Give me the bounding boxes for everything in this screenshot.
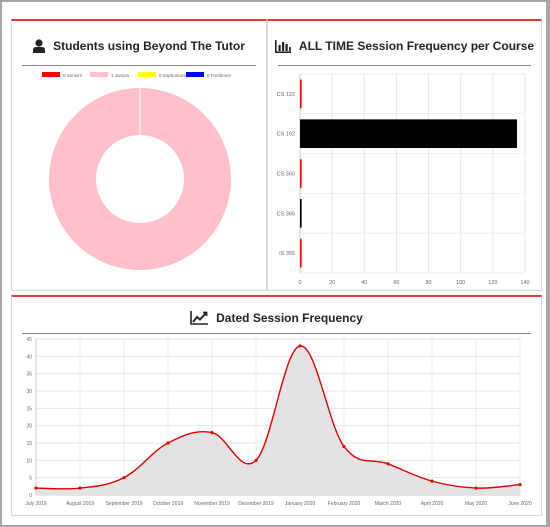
dated-panel-divider bbox=[22, 333, 531, 334]
x-tick-label: July 2019 bbox=[25, 501, 47, 507]
x-tick-label: April 2020 bbox=[421, 501, 444, 507]
dated-area-chart: 0 5 10 15 20 25 30 35 40 45 July 2019 August 2019 Se… bbox=[25, 337, 532, 507]
data-point bbox=[298, 344, 302, 348]
y-tick-label: 10 bbox=[26, 458, 32, 464]
courses-panel-title: ALL TIME Session Frequency per Course bbox=[298, 39, 535, 53]
y-tick-label: CS 122 bbox=[277, 92, 295, 98]
area-fill bbox=[36, 345, 520, 495]
x-tick-label: September 2019 bbox=[106, 501, 143, 507]
legend-swatch bbox=[138, 72, 156, 77]
data-point bbox=[210, 431, 214, 435]
legend-swatch bbox=[90, 72, 108, 77]
y-tick-label: CS 162 bbox=[277, 132, 295, 138]
x-tick-label: January 2020 bbox=[285, 501, 316, 507]
students-panel-divider bbox=[22, 65, 256, 66]
x-tick-label: 40 bbox=[361, 280, 367, 286]
x-tick-label: 140 bbox=[520, 280, 529, 286]
courses-panel-header: ALL TIME Session Frequency per Course bbox=[268, 35, 541, 57]
x-tick-label: May 2020 bbox=[465, 501, 487, 507]
course-bar bbox=[300, 119, 517, 149]
course-bar bbox=[300, 79, 302, 109]
y-tick-label: 20 bbox=[26, 424, 32, 430]
x-tick-label: 20 bbox=[329, 280, 335, 286]
courses-panel: ALL TIME Session Frequency per Course 0 2… bbox=[267, 19, 542, 291]
students-panel-header: Students using Beyond The Tutor bbox=[12, 35, 266, 57]
data-point bbox=[78, 486, 82, 490]
students-doughnut-chart: 0 Seniors 1 Juniors 0 Sophomores 0 Freshmen bbox=[42, 72, 232, 270]
y-tick-label: 45 bbox=[26, 337, 32, 343]
data-point bbox=[342, 444, 346, 449]
x-tick-label: 60 bbox=[393, 280, 399, 286]
data-point bbox=[474, 486, 478, 490]
dated-panel-title: Dated Session Frequency bbox=[216, 311, 363, 325]
courses-bar-chart: 0 20 40 60 80 100 120 140 CS 122 CS 162 CS 360 CS 3… bbox=[277, 73, 530, 286]
legend-label: 0 Sophomores bbox=[159, 73, 189, 78]
dated-panel-header: Dated Session Frequency bbox=[12, 307, 541, 329]
x-tick-label: August 2019 bbox=[66, 501, 94, 507]
legend-label: 0 Freshmen bbox=[207, 73, 232, 78]
course-bar bbox=[300, 238, 302, 268]
data-point bbox=[386, 462, 390, 466]
students-panel-title: Students using Beyond The Tutor bbox=[53, 39, 245, 53]
course-bar bbox=[300, 198, 302, 228]
x-tick-label: December 2019 bbox=[238, 501, 274, 507]
legend-swatch bbox=[42, 72, 60, 77]
y-tick-label: CS 365 bbox=[277, 211, 295, 217]
legend-item: 1 Juniors bbox=[90, 72, 130, 78]
bar-chart-icon bbox=[274, 39, 291, 53]
data-point bbox=[166, 441, 170, 445]
legend-item: 0 Sophomores bbox=[138, 72, 189, 78]
x-tick-label: 120 bbox=[488, 280, 497, 286]
data-point bbox=[254, 458, 258, 462]
data-point bbox=[34, 486, 38, 490]
x-tick-label: February 2020 bbox=[328, 501, 361, 507]
course-bar bbox=[300, 159, 302, 188]
y-tick-label: 0 bbox=[29, 493, 32, 499]
legend-item: 0 Seniors bbox=[42, 72, 83, 78]
legend-label: 1 Juniors bbox=[111, 73, 130, 78]
y-tick-label: 15 bbox=[26, 441, 32, 447]
y-tick-label: 40 bbox=[26, 354, 32, 360]
y-tick-label: 35 bbox=[26, 372, 32, 378]
students-panel: Students using Beyond The Tutor 0 Senior… bbox=[11, 19, 267, 291]
x-tick-label: November 2019 bbox=[194, 501, 230, 507]
x-tick-label: 100 bbox=[456, 280, 465, 286]
x-tick-label: 80 bbox=[426, 280, 432, 286]
y-tick-label: 30 bbox=[26, 389, 32, 395]
x-tick-label: June 2020 bbox=[508, 501, 532, 507]
x-tick-label: October 2019 bbox=[153, 501, 184, 507]
x-tick-label: March 2020 bbox=[375, 501, 402, 507]
dated-panel: Dated Session Frequency 0 5 10 15 20 25 30 35 40… bbox=[11, 295, 542, 516]
data-point bbox=[122, 476, 126, 480]
x-tick-label: 0 bbox=[298, 280, 301, 286]
line-chart-icon bbox=[190, 311, 209, 325]
legend-item: 0 Freshmen bbox=[186, 72, 232, 78]
user-icon bbox=[33, 39, 46, 53]
y-tick-label: 25 bbox=[26, 406, 32, 412]
legend-label: 0 Seniors bbox=[63, 73, 83, 78]
y-tick-label: CS 360 bbox=[277, 172, 295, 178]
y-tick-label: 5 bbox=[29, 476, 32, 482]
courses-panel-divider bbox=[278, 65, 531, 66]
data-point bbox=[518, 483, 522, 487]
legend-swatch bbox=[186, 72, 204, 77]
data-point bbox=[430, 479, 434, 483]
y-tick-label: IS 355 bbox=[279, 251, 295, 257]
